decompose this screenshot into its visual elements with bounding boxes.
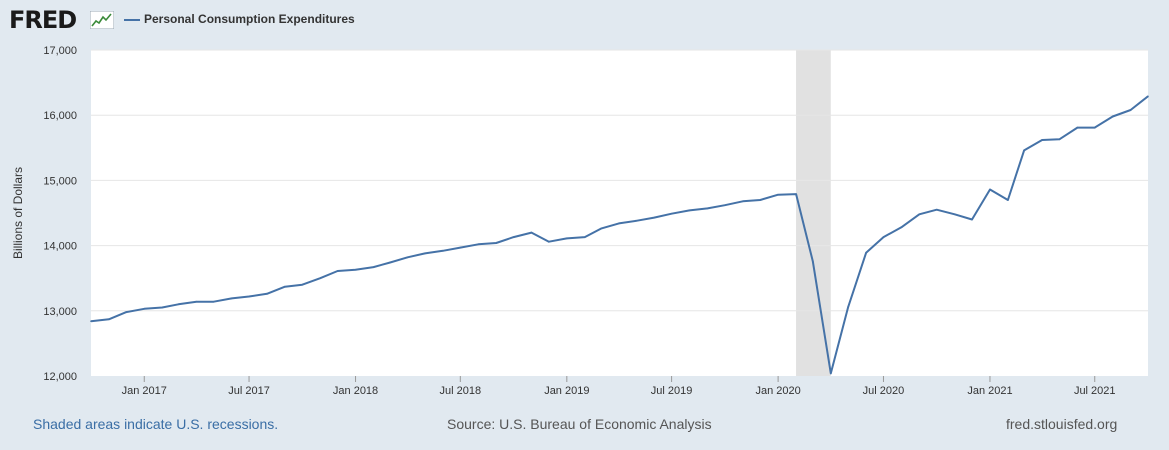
data-point[interactable] xyxy=(847,306,849,308)
data-point[interactable] xyxy=(442,250,444,252)
data-point[interactable] xyxy=(618,222,620,225)
legend-line-swatch xyxy=(124,19,140,21)
data-point[interactable] xyxy=(1058,138,1061,141)
data-point[interactable] xyxy=(935,208,938,211)
data-point[interactable] xyxy=(406,256,409,259)
x-tick-label: Jul 2021 xyxy=(1074,385,1116,397)
data-point[interactable] xyxy=(90,320,92,323)
recession-note: Shaded areas indicate U.S. recessions. xyxy=(33,416,279,432)
data-point[interactable] xyxy=(795,193,797,195)
x-tick-label: Jul 2020 xyxy=(863,385,905,397)
data-point[interactable] xyxy=(882,236,885,238)
data-point[interactable] xyxy=(741,200,744,203)
data-point[interactable] xyxy=(566,237,568,240)
data-point[interactable] xyxy=(829,372,832,375)
data-point[interactable] xyxy=(266,293,268,295)
data-point[interactable] xyxy=(548,240,550,243)
data-point[interactable] xyxy=(635,220,638,222)
x-tick-label: Jul 2017 xyxy=(228,385,270,397)
data-point[interactable] xyxy=(161,306,163,309)
legend-series-label[interactable]: Personal Consumption Expenditures xyxy=(144,12,355,26)
data-point[interactable] xyxy=(230,297,233,300)
data-point[interactable] xyxy=(1007,199,1009,201)
data-point[interactable] xyxy=(777,193,779,196)
series-layer xyxy=(90,95,1149,375)
data-point[interactable] xyxy=(495,242,498,244)
x-tick-label: Jan 2021 xyxy=(967,385,1012,397)
data-point[interactable] xyxy=(477,243,480,246)
data-point[interactable] xyxy=(865,251,867,254)
data-point[interactable] xyxy=(688,209,691,212)
recession-shading-layer xyxy=(796,50,831,376)
chart-header: FRED Personal Consumption Expenditures xyxy=(0,0,1169,40)
data-point[interactable] xyxy=(354,268,357,271)
data-point[interactable] xyxy=(459,246,462,249)
data-point[interactable] xyxy=(388,261,391,264)
data-point[interactable] xyxy=(600,227,602,230)
data-point[interactable] xyxy=(248,295,250,298)
data-point[interactable] xyxy=(918,213,921,216)
y-axis-ticks: 12,000 13,000 14,000 15,000 16,000 17,000 xyxy=(43,45,77,383)
plot-area xyxy=(91,50,1148,376)
data-point[interactable] xyxy=(177,303,180,306)
y-axis-label: Billions of Dollars xyxy=(11,167,25,259)
data-point[interactable] xyxy=(724,204,726,206)
line-chart-icon xyxy=(90,11,114,29)
data-point[interactable] xyxy=(1093,126,1096,129)
site-url[interactable]: fred.stlouisfed.org xyxy=(1006,416,1118,432)
y-tick-label: 15,000 xyxy=(43,175,77,187)
data-point[interactable] xyxy=(284,285,286,288)
data-point[interactable] xyxy=(108,318,110,321)
data-point[interactable] xyxy=(759,199,761,201)
data-point[interactable] xyxy=(812,260,814,263)
data-point[interactable] xyxy=(372,266,375,268)
data-point[interactable] xyxy=(212,300,215,303)
data-point[interactable] xyxy=(1147,95,1149,98)
x-tick-label: Jul 2018 xyxy=(440,385,482,397)
data-point[interactable] xyxy=(971,218,973,221)
y-tick-label: 16,000 xyxy=(43,110,77,122)
y-tick-label: 12,000 xyxy=(43,371,77,383)
data-point[interactable] xyxy=(706,207,709,210)
y-tick-label: 17,000 xyxy=(43,45,77,57)
data-point[interactable] xyxy=(424,252,426,255)
x-axis-ticks: Jan 2017 Jul 2017 Jan 2018 Jul 2018 Jan 2019… xyxy=(122,376,1116,397)
data-point[interactable] xyxy=(900,226,903,229)
data-point[interactable] xyxy=(1111,115,1114,118)
y-tick-label: 14,000 xyxy=(43,241,77,253)
data-point[interactable] xyxy=(512,236,515,238)
gridlines xyxy=(91,49,1148,312)
data-point[interactable] xyxy=(143,308,146,310)
data-point[interactable] xyxy=(653,216,656,219)
x-tick-label: Jan 2019 xyxy=(544,385,589,397)
x-tick-label: Jan 2020 xyxy=(755,385,800,397)
y-tick-label: 13,000 xyxy=(43,306,77,318)
data-point[interactable] xyxy=(989,188,991,191)
source-note: Source: U.S. Bureau of Economic Analysis xyxy=(447,416,712,432)
data-point[interactable] xyxy=(953,213,956,216)
data-point[interactable] xyxy=(670,212,673,215)
line-chart: 12,000 13,000 14,000 15,000 16,000 17,000 Jan… xyxy=(11,45,1149,397)
data-point[interactable] xyxy=(195,300,198,303)
data-point[interactable] xyxy=(530,231,533,234)
fred-logo[interactable]: FRED xyxy=(9,6,77,34)
data-point[interactable] xyxy=(1041,139,1043,141)
x-tick-label: Jan 2017 xyxy=(122,385,167,397)
data-point[interactable] xyxy=(1076,126,1079,129)
recession-band xyxy=(796,50,831,376)
data-point[interactable] xyxy=(301,283,304,286)
x-tick-label: Jul 2019 xyxy=(651,385,693,397)
data-point[interactable] xyxy=(125,311,128,313)
x-tick-label: Jan 2018 xyxy=(333,385,378,397)
data-point[interactable] xyxy=(1023,149,1025,152)
data-point[interactable] xyxy=(1129,109,1132,111)
data-point[interactable] xyxy=(583,236,586,238)
data-point[interactable] xyxy=(336,270,339,272)
data-point[interactable] xyxy=(319,277,322,280)
